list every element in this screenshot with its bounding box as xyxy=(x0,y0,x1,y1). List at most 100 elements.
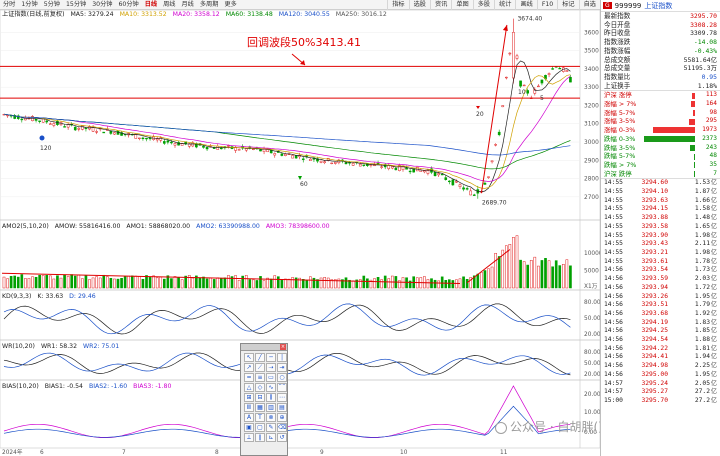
period-tab-8[interactable]: 月线 xyxy=(181,0,194,8)
drawing-tool-icon[interactable]: ▭ xyxy=(266,373,276,382)
drawing-tool-icon[interactable]: ∿ xyxy=(266,383,276,392)
drawing-tool-icon[interactable]: ✎ xyxy=(266,423,276,432)
toolbar-button-6[interactable]: 画线 xyxy=(515,0,536,10)
volume-bar xyxy=(294,277,298,289)
drawing-tools-palette[interactable]: × ↖ ╱ ─ │ ↗ ⟋ ⇢ ⇥ ═ ≡ ▭ ○ △ ◇ ∿ ⌒ ⊞ ⊟ ⫼ ⋯ Ⅲ ▦ ▥ ▤ A T ⊗ ⊕ ▣ ▢ ✎ ⌫ ⟂ ∥ ⊾ ↺ xyxy=(240,343,288,456)
drawing-tool-icon[interactable]: ⌫ xyxy=(277,423,287,432)
period-tab-10[interactable]: 更多 xyxy=(224,0,237,8)
volume-bar xyxy=(551,266,554,289)
candle-body xyxy=(291,155,294,159)
volume-bar xyxy=(273,275,277,289)
drawing-tool-icon[interactable]: ◇ xyxy=(255,383,265,392)
tick-cell: 1.83 xyxy=(694,318,710,326)
drawing-tool-icon[interactable]: ⊟ xyxy=(255,393,265,402)
volume-bar xyxy=(20,274,24,289)
bias-axis-label: 0.00 xyxy=(584,430,597,436)
drawing-tool-icon[interactable]: ╱ xyxy=(255,353,265,362)
drawing-tool-icon[interactable]: ⟋ xyxy=(255,363,265,372)
stat-label: 指数涨幅 xyxy=(604,46,631,55)
tick-cell: 3293.59 xyxy=(641,275,668,283)
volume-bar xyxy=(401,277,405,289)
drawing-tool-icon[interactable]: ∥ xyxy=(255,433,265,442)
drawing-tool-icon[interactable]: ≡ xyxy=(255,373,265,382)
drawing-tool-icon[interactable]: ⇥ xyxy=(277,363,287,372)
toolbar-button-4[interactable]: 多股 xyxy=(472,0,494,10)
drawing-tool-icon[interactable]: ─ xyxy=(266,353,276,362)
date-axis-label: 9 xyxy=(320,450,324,456)
volume-bar xyxy=(305,280,309,289)
palette-titlebar[interactable]: × xyxy=(241,344,287,351)
tick-row: 14:55 3293.21 1.98 亿 xyxy=(601,249,720,258)
kline-chart-area[interactable]: 3600 3500 3400 3300 3200 3100 3000 2900 2800 2700… xyxy=(0,9,603,456)
drawing-tool-icon[interactable]: ↖ xyxy=(244,353,254,362)
candle-body xyxy=(537,85,540,88)
toolbar-button-2[interactable]: 资讯 xyxy=(429,0,451,10)
drawing-tool-icon[interactable]: ○ xyxy=(277,373,287,382)
volume-bar xyxy=(102,274,106,289)
toolbar-button-3[interactable]: 单图 xyxy=(451,0,472,10)
drawing-tool-icon[interactable]: T xyxy=(255,413,265,422)
drawing-tool-icon[interactable]: ▤ xyxy=(277,403,287,412)
k-value: K: 33.63 xyxy=(37,293,64,300)
drawing-tool-icon[interactable]: │ xyxy=(277,353,287,362)
toolbar-button-7[interactable]: F10 xyxy=(536,0,557,10)
drawing-tool-icon[interactable]: ↗ xyxy=(244,363,254,372)
volume-bar xyxy=(31,276,34,289)
wr2-value: WR2: 75.01 xyxy=(83,343,120,350)
drawing-tool-icon[interactable]: ⌒ xyxy=(277,383,287,392)
drawing-tool-icon[interactable]: ⋯ xyxy=(277,393,287,402)
period-tab-2[interactable]: 5分钟 xyxy=(43,0,60,8)
tick-cell: 亿 xyxy=(710,214,717,222)
toolbar-button-8[interactable]: 标记 xyxy=(557,0,578,10)
toolbar-button-0[interactable]: 指标 xyxy=(387,0,408,10)
dist-bar-track xyxy=(644,136,695,143)
tick-row: 14:55 3293.58 1.65 亿 xyxy=(601,223,720,232)
period-tab-7[interactable]: 周线 xyxy=(163,0,176,8)
stat-row: 总成交额 5581.64亿 xyxy=(601,56,720,65)
drawing-tool-icon[interactable]: ⊞ xyxy=(244,393,254,402)
dist-bar-track xyxy=(644,153,695,160)
drawing-tool-icon[interactable]: ⫼ xyxy=(266,393,276,402)
period-tab-6[interactable]: 日线 xyxy=(144,0,158,8)
drawing-tool-icon[interactable]: ⊾ xyxy=(266,433,276,442)
drawing-tool-icon[interactable]: ↺ xyxy=(277,433,287,442)
volume-bar xyxy=(501,249,505,289)
drawing-tool-icon[interactable]: △ xyxy=(244,383,254,392)
drawing-tool-icon[interactable]: Ⅲ xyxy=(244,403,254,412)
drawing-tool-icon[interactable]: ▣ xyxy=(244,423,254,432)
tick-cell: 亿 xyxy=(710,388,717,396)
toolbar-button-5[interactable]: 统计 xyxy=(494,0,515,10)
drawing-tool-icon[interactable]: ⇢ xyxy=(266,363,276,372)
palette-close-icon[interactable]: × xyxy=(280,344,286,350)
period-tab-4[interactable]: 30分钟 xyxy=(92,0,113,8)
toolbar-button-9[interactable]: 自选 xyxy=(578,0,600,10)
tick-list[interactable]: 14:55 3294.60 1.53 亿 14:55 3294.10 1.87 亿 14:55 3… xyxy=(601,178,720,405)
period-tab-0[interactable]: 分时 xyxy=(3,0,16,8)
drawing-tool-icon[interactable]: ⟂ xyxy=(244,433,254,442)
candle-body xyxy=(565,70,569,72)
period-tab-9[interactable]: 多周期 xyxy=(199,0,219,8)
tick-cell: 14:56 xyxy=(604,309,623,317)
volume-bar xyxy=(24,278,27,289)
tick-cell: 1.79 xyxy=(694,301,710,309)
drawing-tool-icon[interactable]: ═ xyxy=(244,373,254,382)
drawing-tool-icon[interactable]: ▦ xyxy=(255,403,265,412)
drawing-tool-icon[interactable]: A xyxy=(244,413,254,422)
candle-body xyxy=(212,147,216,149)
volume-bar xyxy=(480,272,483,289)
period-tab-1[interactable]: 1分钟 xyxy=(21,0,38,8)
drawing-tool-icon[interactable]: ▢ xyxy=(255,423,265,432)
toolbar-button-1[interactable]: 选股 xyxy=(408,0,430,10)
candle-body xyxy=(162,141,166,144)
tick-cell: 3295.00 xyxy=(641,370,668,378)
candle-body xyxy=(155,138,159,141)
volume-bar xyxy=(184,275,188,289)
period-tab-3[interactable]: 15分钟 xyxy=(66,0,87,8)
tick-cell: 亿 xyxy=(710,362,717,370)
drawing-tool-icon[interactable]: ⊕ xyxy=(277,413,287,422)
period-tab-5[interactable]: 60分钟 xyxy=(118,0,139,8)
tick-cell: 1.48 xyxy=(694,214,710,222)
marker-120-dot xyxy=(39,135,45,141)
drawing-tool-icon[interactable]: ⊗ xyxy=(266,413,276,422)
drawing-tool-icon[interactable]: ▥ xyxy=(266,403,276,412)
